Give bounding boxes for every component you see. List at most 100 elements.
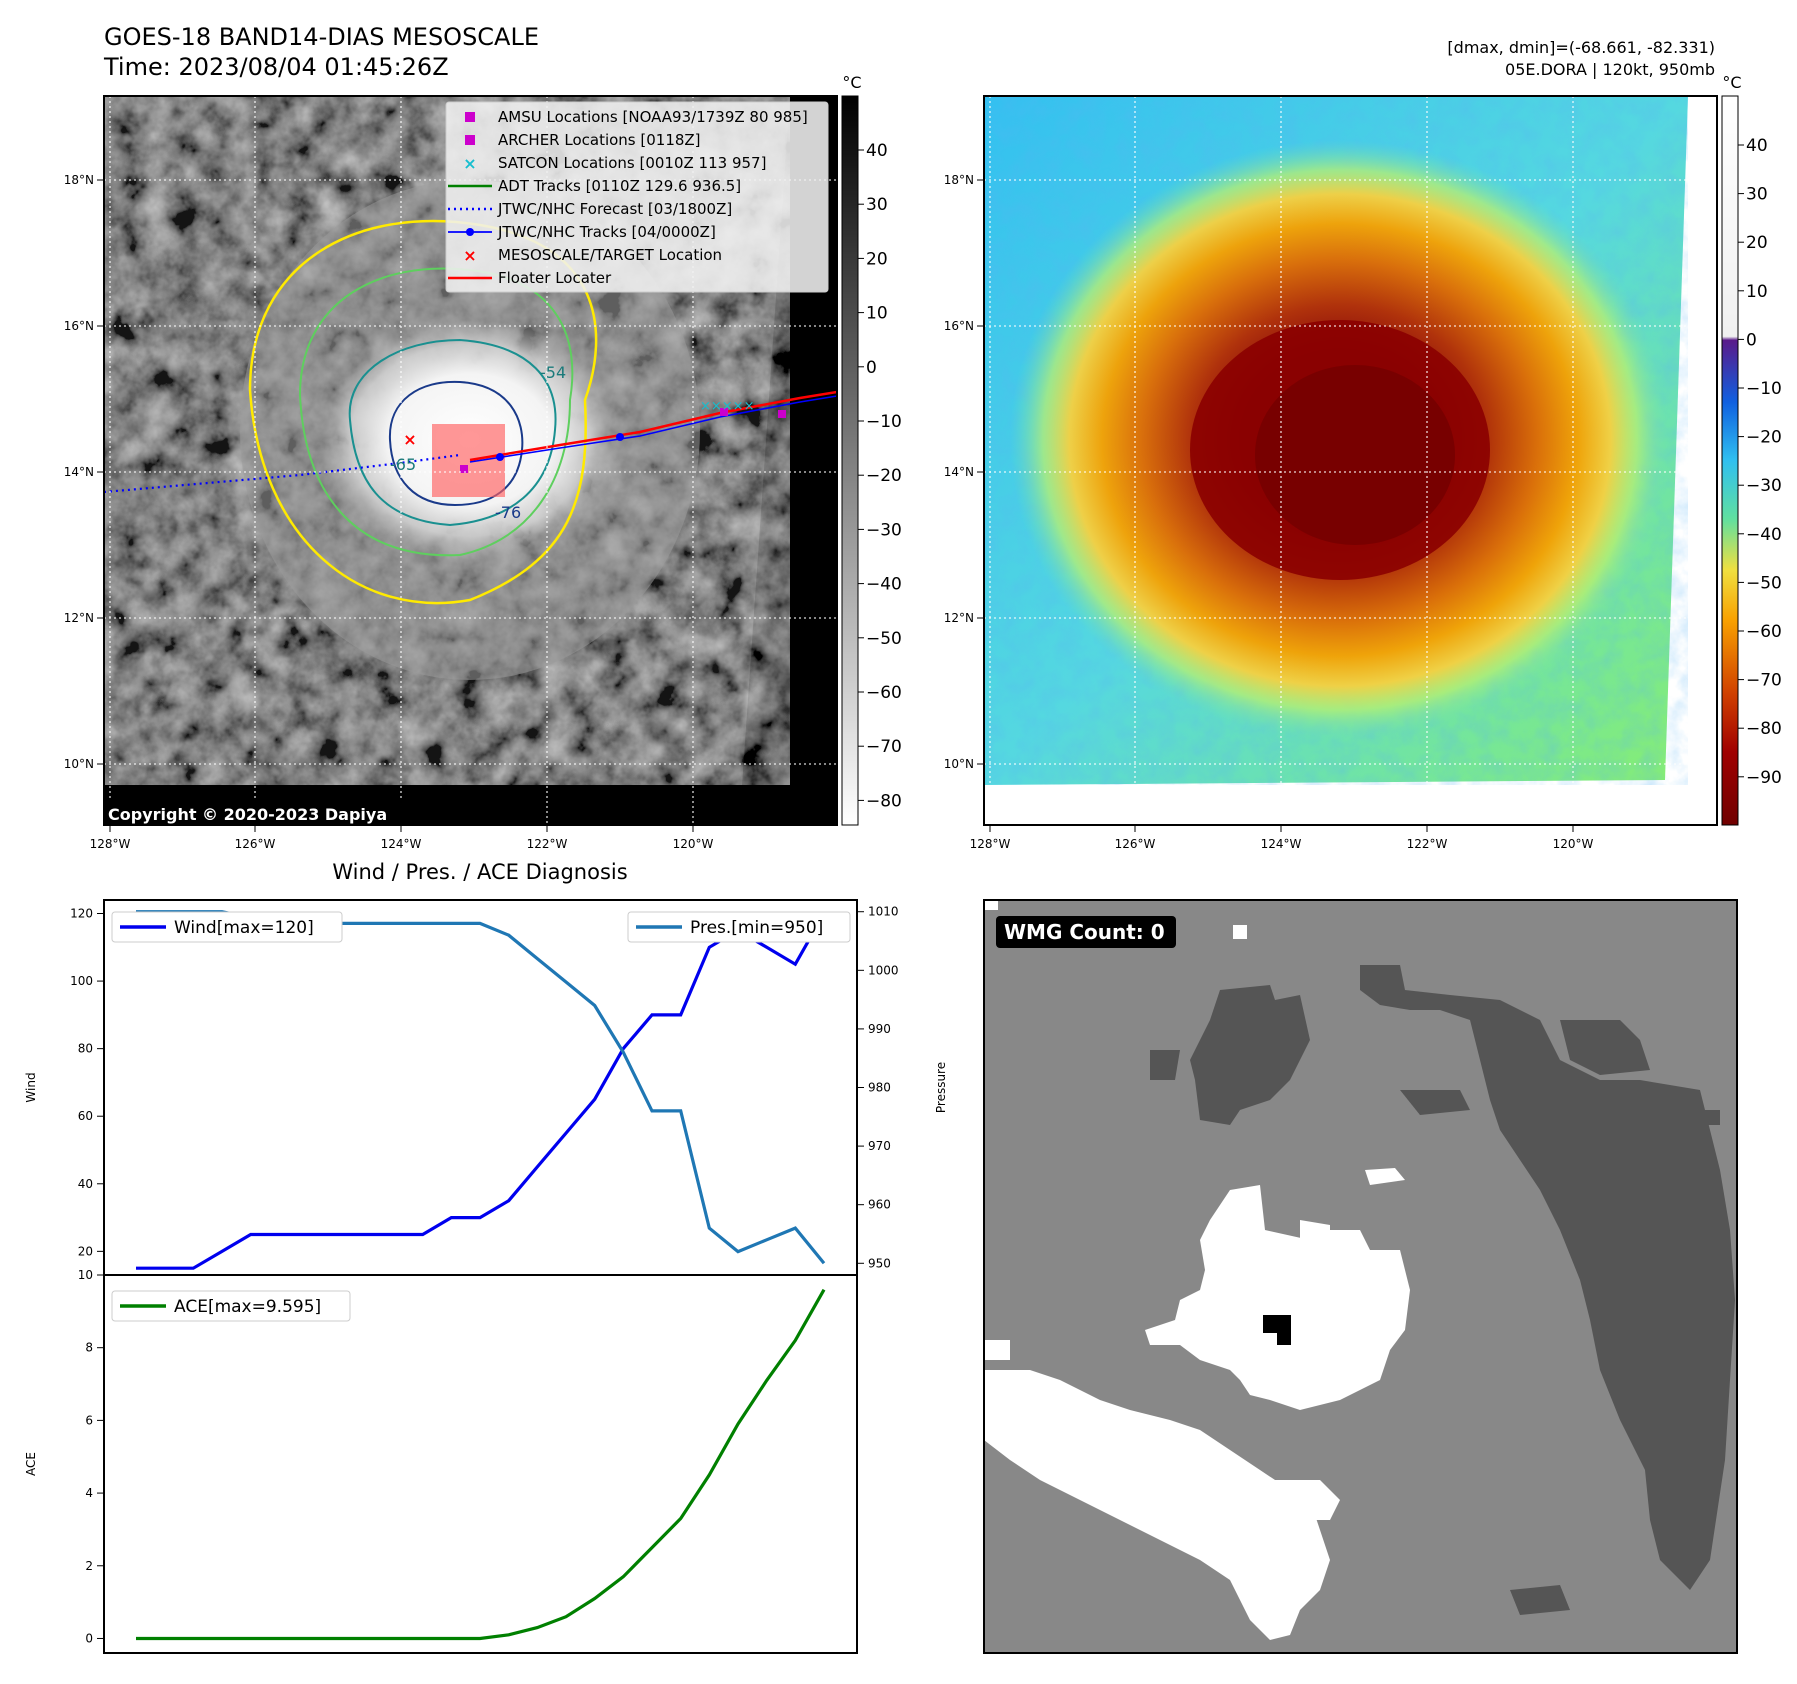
pressure-legend-label: Pres.[min=950] [690,918,823,938]
colorbar-gray-tick: 30 [866,195,888,215]
ace-tick-label: 10 [78,1268,93,1282]
pressure-tick-label: 980 [868,1081,891,1095]
storm-info: 05E.DORA | 120kt, 950mb [1505,60,1715,79]
lon-tick-label: 122°W [527,837,568,851]
legend-label: JTWC/NHC Tracks [04/0000Z] [497,223,716,241]
colorbar-gray [841,95,859,826]
wind-legend-label: Wind[max=120] [174,918,314,938]
wmg-count-badge [996,916,1176,948]
colorbar-color-tick: −70 [1746,671,1782,691]
lat-tick-label: 18°N [64,173,94,187]
wind-tick-label: 100 [70,974,93,988]
dmax-dmin-stats: [dmax, dmin]=(-68.661, -82.331) [1447,38,1715,57]
lon-tick-label: 120°W [673,837,714,851]
contour-labels: -54 -65 -76 [390,363,566,522]
pressure-axis-label: Pressure [934,1062,948,1113]
legend-label: SATCON Locations [0010Z 113 957] [498,154,766,172]
wind-tick-label: 20 [78,1244,93,1258]
lat-tick-label: 10°N [944,757,974,771]
colorbar-color-tick: 40 [1746,136,1768,156]
lon-tick-label: 122°W [1407,837,1448,851]
lon-tick-label: 124°W [1261,837,1302,851]
svg-text:×××××: ××××× [700,399,754,414]
colorbar-color-tick: 10 [1746,282,1768,302]
legend-label: MESOSCALE/TARGET Location [498,246,722,264]
legend-marker: × [463,154,476,173]
pressure-tick-label: 1010 [868,905,899,919]
wmg-panel: WMG Count: 0 [983,899,1738,1654]
colorbar-color-tick: −90 [1746,768,1782,788]
lon-tick-label: 128°W [90,837,131,851]
legend-label: Floater Locater [498,269,612,287]
wind-tick-label: 60 [78,1109,93,1123]
colorbar-gray-tick: 40 [866,141,888,161]
contour-label: -65 [390,455,416,474]
wind-tick-label: 40 [78,1177,93,1191]
ace-axes [103,1274,858,1654]
contour-label: -54 [540,363,566,382]
lat-tick-label: 16°N [944,319,974,333]
wind-axis-label: Wind [24,1072,38,1102]
legend-label: ARCHER Locations [0118Z] [498,131,701,149]
map-ticks-left: 128°W 126°W 124°W 122°W 120°W 18°N 16°N 14°N 12°… [64,173,714,851]
colorbar-color-tick: −10 [1746,379,1782,399]
colorbar-color-tick: −50 [1746,573,1782,593]
copyright-badge [104,800,416,826]
colorbar-gray-tick: −70 [866,737,902,757]
colorbar-gray-tick: −20 [866,466,902,486]
colorbar-gray-tick: 0 [866,358,877,378]
wind-legend-box [111,911,343,943]
ace-tick-label: 8 [85,1341,93,1355]
colorbar-gray-tick: −50 [866,629,902,649]
colorbar-color-tick: −40 [1746,525,1782,545]
lat-tick-label: 14°N [944,465,974,479]
wind-tick-label: 80 [78,1042,93,1056]
pressure-tick-label: 950 [868,1256,891,1270]
lon-tick-label: 126°W [235,837,276,851]
lon-tick-label: 120°W [1553,837,1594,851]
colorbar-gray-tick: −30 [866,520,902,540]
legend-label: JTWC/NHC Forecast [03/1800Z] [497,200,732,218]
colorbar-color-tick: −20 [1746,428,1782,448]
contour-label: -76 [495,503,521,522]
colorbar-gray-tick: 10 [866,304,888,324]
ace-legend-label: ACE[max=9.595] [174,1297,321,1317]
lon-tick-label: 126°W [1115,837,1156,851]
copyright-text: Copyright © 2020-2023 Dapiya [108,805,387,824]
colorbar-gray-tick: −10 [866,412,902,432]
pressure-legend-box [627,911,851,943]
map-frame-left [103,95,838,826]
map-legend: AMSU Locations [NOAA93/1739Z 80 985] ARCH… [445,101,829,293]
colorbar-gray-tick: −40 [866,575,902,595]
legend-marker [466,228,474,236]
ace-tick-label: 2 [85,1559,93,1573]
pressure-tick-label: 960 [868,1198,891,1212]
diagnosis-title: Wind / Pres. / ACE Diagnosis [332,860,627,884]
legend-label: AMSU Locations [NOAA93/1739Z 80 985] [498,108,808,126]
lon-tick-label: 128°W [970,837,1011,851]
wmg-count-label: WMG Count: 0 [1004,920,1165,944]
colorbar-gray-tick: 20 [866,249,888,269]
ace-tick-label: 4 [85,1486,93,1500]
lat-tick-label: 12°N [944,611,974,625]
figure-time: Time: 2023/08/04 01:45:26Z [103,53,449,81]
ace-tick-label: 6 [85,1413,93,1427]
map-frame-right [983,95,1718,826]
colorbar-color-tick: 0 [1746,330,1757,350]
colorbar-gray-unit: °C [842,73,861,92]
ir-color-map [984,96,1717,825]
colorbar-color-tick: −30 [1746,476,1782,496]
map-ticks-right: 128°W 126°W 124°W 122°W 120°W 18°N 16°N 14°N 12°… [944,173,1594,851]
wind-pres-axes [103,899,858,1276]
lat-tick-label: 10°N [64,757,94,771]
diagnosis-chart-layer: 20406080100120Wind9509609709809901000101… [24,905,948,1646]
lat-tick-label: 18°N [944,173,974,187]
lat-tick-label: 16°N [64,319,94,333]
lon-tick-label: 124°W [381,837,422,851]
pressure-tick-label: 1000 [868,963,899,977]
colorbar-color [1721,95,1739,826]
map-grid-right [984,96,1717,825]
wind-series-line [136,912,826,1270]
colorbar-gray-tick: −80 [866,791,902,811]
